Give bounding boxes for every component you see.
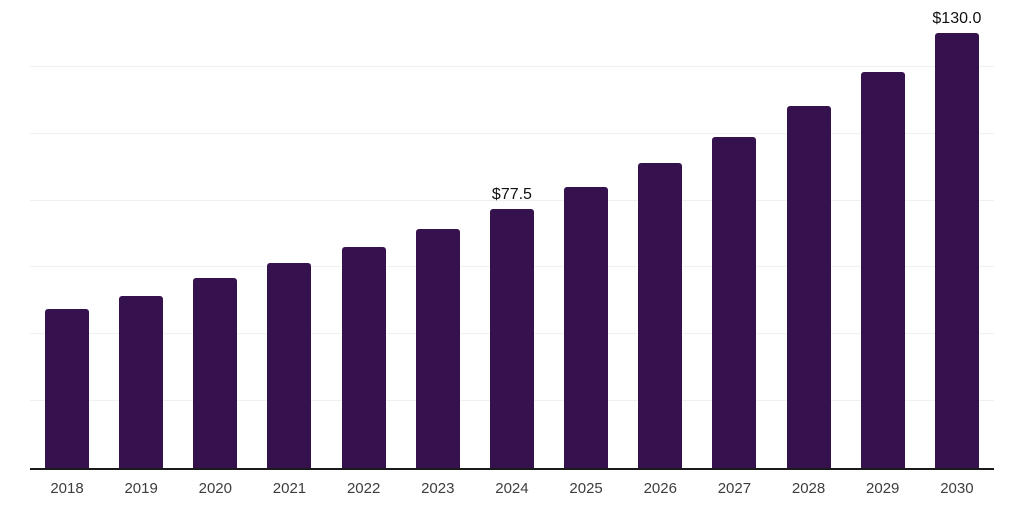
bar-value-label-2024: $77.5 <box>491 185 532 203</box>
x-tick-label-2028: 2028 <box>791 480 826 497</box>
x-tick-label-2026: 2026 <box>643 480 677 497</box>
bar-2030: $130.0 <box>932 10 981 468</box>
bars: $77.5 $130.0 <box>30 0 994 468</box>
x-axis-line <box>30 468 994 470</box>
x-tick-label-2030: 2030 <box>940 480 974 497</box>
plot-area: $77.5 $130.0 <box>30 0 994 470</box>
bar-2023 <box>415 229 460 468</box>
bar-value-label-2030: $130.0 <box>932 10 982 28</box>
bar-2026 <box>638 163 683 468</box>
bar-2019 <box>119 296 164 468</box>
x-axis-labels: 2018 2019 2020 2021 2022 2023 2024 2025 2026 2027… <box>30 470 994 497</box>
x-tick-label-2027: 2027 <box>717 480 752 497</box>
bar-2029 <box>860 71 905 468</box>
x-tick-label-2024: 2024 <box>495 480 529 497</box>
gridline-80 <box>30 199 994 201</box>
bar-2021 <box>267 263 312 468</box>
gridline-120 <box>30 65 994 67</box>
bar-2022 <box>341 246 386 468</box>
bar-2028 <box>786 105 831 468</box>
bar-2024: $77.5 <box>489 186 534 468</box>
gridline-100 <box>30 132 994 134</box>
x-tick-label-2020: 2020 <box>198 480 232 497</box>
x-tick-label-2022: 2022 <box>346 480 381 497</box>
x-tick-label-2021: 2021 <box>272 480 307 497</box>
x-tick-label-2018: 2018 <box>50 480 84 497</box>
x-tick-label-2029: 2029 <box>866 480 900 497</box>
x-tick-label-2023: 2023 <box>421 480 455 497</box>
bar-2018 <box>45 308 89 468</box>
bar-2027 <box>712 136 757 468</box>
bar-2020 <box>193 278 238 468</box>
x-tick-label-2025: 2025 <box>569 480 603 497</box>
x-tick-label-2019: 2019 <box>124 480 158 497</box>
bar-2025 <box>564 187 609 468</box>
